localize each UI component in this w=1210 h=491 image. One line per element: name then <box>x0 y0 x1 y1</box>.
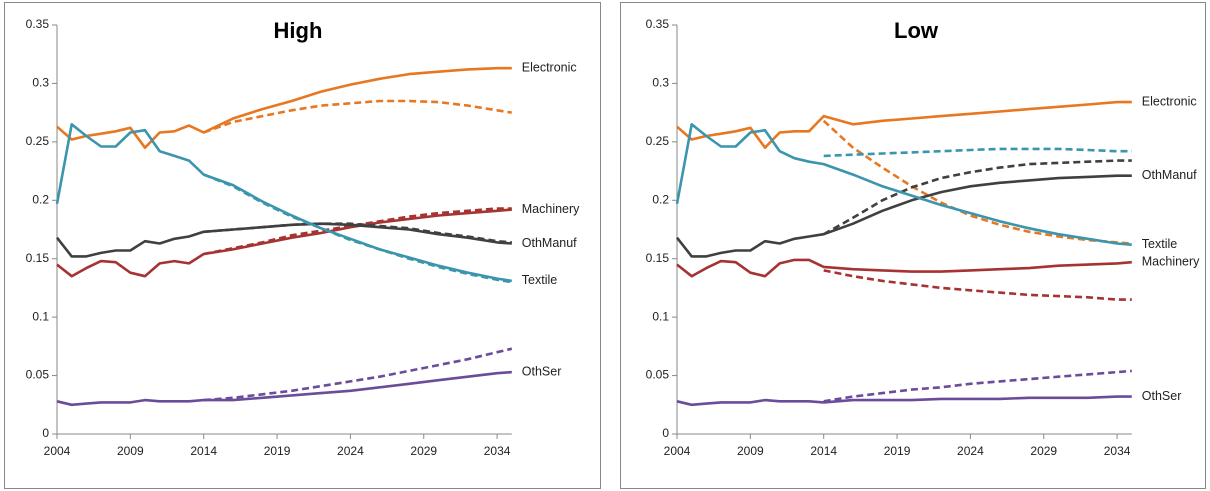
x-tick-label: 2029 <box>1030 444 1057 458</box>
series-label: Electronic <box>1142 94 1197 108</box>
series-line-dashed <box>203 173 513 284</box>
x-tick-label: 2014 <box>190 444 217 458</box>
y-tick-label: 0.2 <box>652 192 669 206</box>
series-line <box>56 66 512 149</box>
x-tick-label: 2019 <box>884 444 911 458</box>
series-label: OthSer <box>522 364 562 378</box>
series-line-dashed <box>823 147 1132 158</box>
x-tick-label: 2009 <box>117 444 144 458</box>
x-tick-label: 2004 <box>44 444 71 458</box>
y-tick-label: 0.3 <box>652 76 669 90</box>
series-line-dashed <box>203 99 513 134</box>
series-label: OthManuf <box>1142 168 1197 182</box>
y-tick-label: 0.15 <box>26 251 50 265</box>
y-tick-label: 0.2 <box>32 192 49 206</box>
series-label: OthSer <box>1142 389 1182 403</box>
series-label: Textile <box>522 273 557 287</box>
y-tick-label: 0.05 <box>646 368 670 382</box>
y-tick-label: 0.35 <box>646 17 670 31</box>
series-label: Electronic <box>522 61 577 75</box>
x-tick-label: 2019 <box>264 444 291 458</box>
chart-title: Low <box>894 18 939 43</box>
series-line-dashed <box>823 269 1132 301</box>
series-label: Machinery <box>1142 255 1200 269</box>
x-tick-label: 2034 <box>1104 444 1131 458</box>
series-line <box>675 123 1132 246</box>
y-tick-label: 0.1 <box>32 309 49 323</box>
panel-frame <box>620 2 1206 489</box>
y-tick-label: 0.3 <box>32 76 49 90</box>
series-label: OthManuf <box>522 236 577 250</box>
x-tick-label: 2014 <box>810 444 837 458</box>
x-tick-label: 2009 <box>737 444 764 458</box>
x-tick-label: 2034 <box>484 444 511 458</box>
x-tick-label: 2004 <box>664 444 691 458</box>
x-tick-label: 2029 <box>410 444 437 458</box>
series-line <box>675 174 1132 258</box>
series-line-dashed <box>823 369 1132 403</box>
series-line-dashed <box>203 222 512 244</box>
chart-title: High <box>274 18 323 43</box>
y-tick-label: 0.05 <box>26 368 50 382</box>
y-tick-label: 0.1 <box>652 309 669 323</box>
y-tick-label: 0.25 <box>646 134 670 148</box>
y-tick-label: 0 <box>662 426 669 440</box>
y-tick-label: 0.35 <box>26 17 50 31</box>
y-tick-label: 0.15 <box>646 251 670 265</box>
series-label: Textile <box>1142 237 1177 251</box>
x-tick-label: 2024 <box>337 444 364 458</box>
x-tick-label: 2024 <box>957 444 984 458</box>
series-line <box>676 100 1132 149</box>
series-label: Machinery <box>522 202 580 216</box>
series-line <box>676 258 1132 278</box>
y-tick-label: 0.25 <box>26 134 50 148</box>
series-line <box>676 395 1132 407</box>
panel-frame <box>4 2 601 489</box>
y-tick-label: 0 <box>42 426 49 440</box>
